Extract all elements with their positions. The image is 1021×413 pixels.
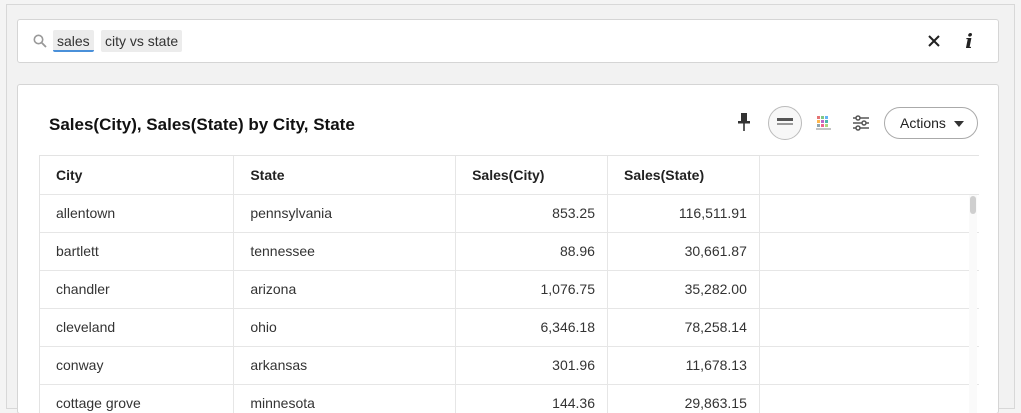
cell-city: conway xyxy=(40,346,235,385)
cell-state: tennessee xyxy=(233,232,457,271)
table-view-button[interactable] xyxy=(768,106,802,140)
caret-down-icon xyxy=(954,121,964,127)
cell-city: cottage grove xyxy=(40,384,235,413)
table-row[interactable]: conway arkansas 301.96 11,678.13 xyxy=(40,346,979,385)
cell-sales-state: 78,258.14 xyxy=(607,308,760,347)
table-row[interactable]: cleveland ohio 6,346.18 78,258.14 xyxy=(40,308,979,347)
search-icon xyxy=(33,34,47,48)
cell-state: arkansas xyxy=(233,346,457,385)
pin-icon[interactable] xyxy=(737,112,751,132)
cell-city: bartlett xyxy=(40,232,235,271)
table-row[interactable]: cottage grove minnesota 144.36 29,863.15 xyxy=(40,384,979,413)
actions-label: Actions xyxy=(900,115,946,131)
table-header-row: City State Sales(City) Sales(State) xyxy=(40,156,979,195)
column-header-city[interactable]: City xyxy=(40,156,235,195)
answer-card: Sales(City), Sales(State) by City, State… xyxy=(17,84,999,413)
cell-state: arizona xyxy=(233,270,457,309)
chart-type-icon[interactable] xyxy=(815,114,833,132)
cell-city: allentown xyxy=(40,194,235,233)
cell-sales-state: 35,282.00 xyxy=(607,270,760,309)
search-token-city-vs-state[interactable]: city vs state xyxy=(101,30,183,52)
cell-sales-city: 301.96 xyxy=(455,346,608,385)
table-row[interactable]: chandler arizona 1,076.75 35,282.00 xyxy=(40,270,979,309)
cell-city: cleveland xyxy=(40,308,235,347)
actions-button[interactable]: Actions xyxy=(884,107,978,139)
table-scrollbar-thumb[interactable] xyxy=(970,196,976,214)
cell-sales-state: 11,678.13 xyxy=(607,346,760,385)
column-header-empty xyxy=(759,156,979,195)
close-icon[interactable] xyxy=(926,33,942,49)
cell-sales-city: 853.25 xyxy=(455,194,608,233)
info-icon[interactable]: i xyxy=(965,29,973,53)
column-header-sales-city[interactable]: Sales(City) xyxy=(455,156,608,195)
results-table: City State Sales(City) Sales(State) alle… xyxy=(39,155,979,413)
column-header-sales-state[interactable]: Sales(State) xyxy=(607,156,760,195)
card-title: Sales(City), Sales(State) by City, State xyxy=(49,115,355,134)
cell-sales-state: 116,511.91 xyxy=(607,194,760,233)
table-scrollbar-track[interactable] xyxy=(969,195,977,413)
table-row[interactable]: bartlett tennessee 88.96 30,661.87 xyxy=(40,232,979,271)
cell-state: minnesota xyxy=(233,384,457,413)
cell-city: chandler xyxy=(40,270,235,309)
column-header-state[interactable]: State xyxy=(233,156,457,195)
cell-sales-city: 1,076.75 xyxy=(455,270,608,309)
cell-sales-city: 144.36 xyxy=(455,384,608,413)
cell-sales-city: 88.96 xyxy=(455,232,608,271)
cell-sales-state: 29,863.15 xyxy=(607,384,760,413)
cell-sales-state: 30,661.87 xyxy=(607,232,760,271)
sliders-icon[interactable] xyxy=(852,114,870,132)
search-token-sales[interactable]: sales xyxy=(53,30,94,52)
table-row[interactable]: allentown pennsylvania 853.25 116,511.91 xyxy=(40,194,979,233)
cell-state: ohio xyxy=(233,308,457,347)
cell-sales-city: 6,346.18 xyxy=(455,308,608,347)
table-view-icon xyxy=(777,118,793,121)
cell-state: pennsylvania xyxy=(233,194,457,233)
search-bar[interactable]: sales city vs state i xyxy=(17,19,999,63)
